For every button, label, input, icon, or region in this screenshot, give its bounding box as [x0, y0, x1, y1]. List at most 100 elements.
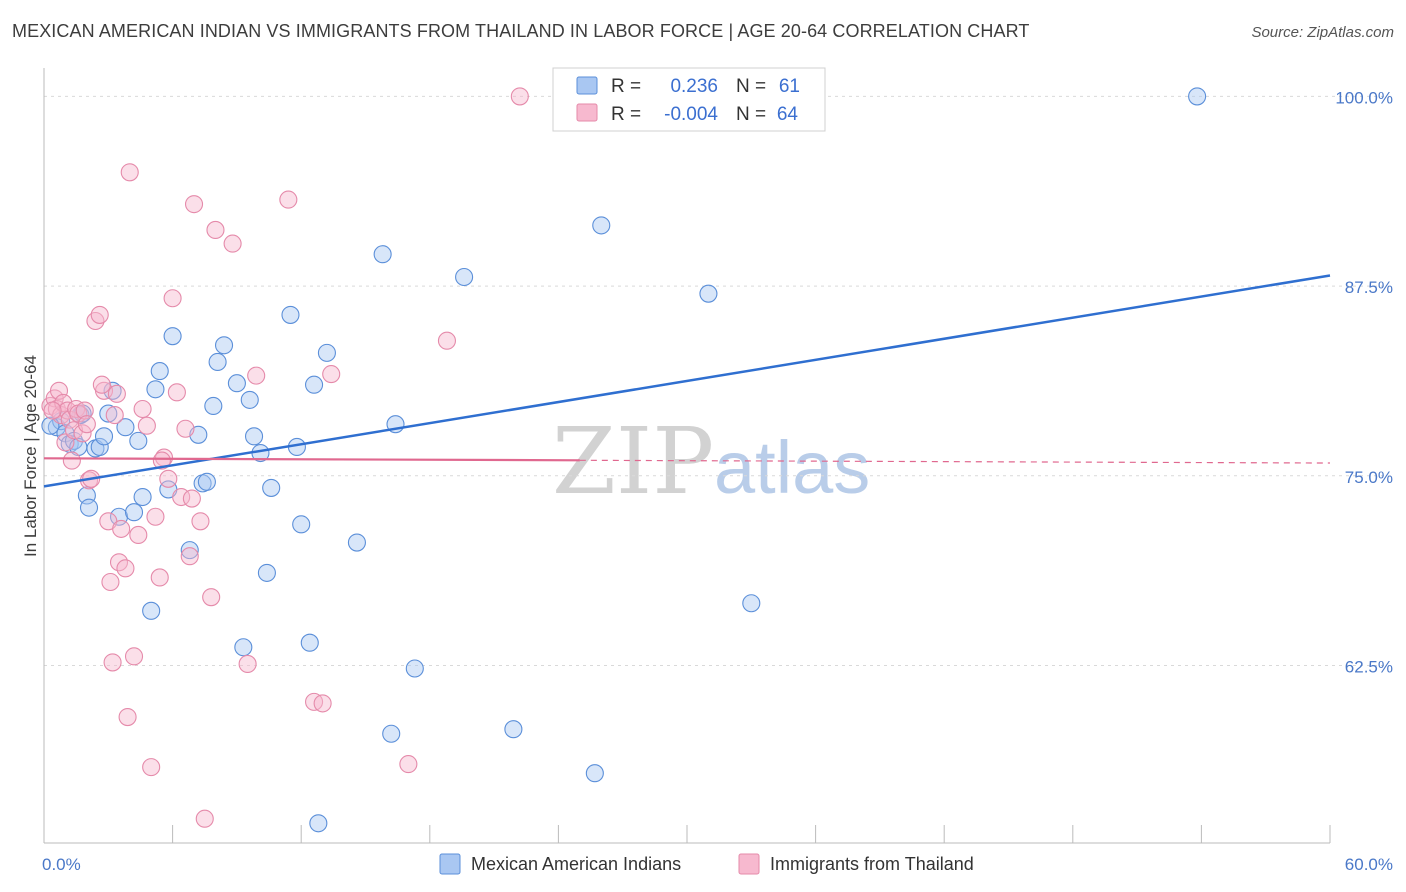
- point-immigrants-thailand: [103, 653, 122, 672]
- point-mexican-american-indians: [309, 814, 328, 833]
- point-immigrants-thailand: [43, 401, 62, 420]
- point-mexican-american-indians: [305, 375, 324, 394]
- point-immigrants-thailand: [118, 708, 137, 727]
- axes: [43, 68, 1331, 844]
- series-legend: Mexican American Indians Immigrants from…: [439, 853, 974, 875]
- point-mexican-american-indians: [234, 638, 253, 657]
- point-immigrants-thailand: [163, 289, 182, 308]
- chart-title: MEXICAN AMERICAN INDIAN VS IMMIGRANTS FR…: [12, 21, 1030, 41]
- point-immigrants-thailand: [180, 547, 199, 566]
- point-immigrants-thailand: [75, 401, 94, 420]
- y-tick-label: 100.0%: [1335, 88, 1393, 107]
- y-tick-labels: 100.0% 87.5% 75.0% 62.5%: [1335, 88, 1393, 676]
- correlation-legend: R = 0.236 N = 61 R = -0.004 N = 64: [552, 67, 826, 132]
- point-immigrants-thailand: [137, 416, 156, 435]
- series-legend-label-blue: Mexican American Indians: [471, 854, 681, 874]
- legend-box: [552, 67, 826, 132]
- point-mexican-american-indians: [79, 498, 99, 517]
- trend-lines: [43, 274, 1331, 488]
- legend-r-label-blue: R =: [611, 76, 641, 97]
- point-immigrants-thailand: [238, 654, 257, 673]
- point-immigrants-thailand: [92, 375, 111, 394]
- point-mexican-american-indians: [257, 563, 276, 582]
- point-mexican-american-indians: [262, 478, 281, 497]
- point-immigrants-thailand: [90, 305, 109, 324]
- point-immigrants-thailand: [146, 507, 165, 526]
- point-immigrants-thailand: [49, 381, 69, 400]
- point-mexican-american-indians: [227, 374, 246, 393]
- point-immigrants-thailand: [313, 694, 332, 713]
- point-immigrants-thailand: [129, 525, 148, 545]
- point-mexican-american-indians: [504, 720, 523, 739]
- point-mexican-american-indians: [373, 245, 392, 264]
- watermark: ZIP atlas: [552, 408, 870, 515]
- point-mexican-american-indians: [317, 343, 336, 362]
- legend-r-value-pink: -0.004: [664, 104, 718, 125]
- point-mexican-american-indians: [94, 427, 114, 446]
- legend-n-value-pink: 64: [777, 104, 799, 125]
- point-mexican-american-indians: [197, 472, 216, 491]
- point-immigrants-thailand: [73, 424, 92, 443]
- point-mexican-american-indians: [405, 659, 424, 678]
- point-immigrants-thailand: [176, 419, 195, 438]
- point-immigrants-thailand: [120, 163, 139, 182]
- point-mexican-american-indians: [133, 487, 152, 507]
- point-mexican-american-indians: [208, 352, 227, 372]
- point-immigrants-thailand: [77, 415, 96, 434]
- point-immigrants-thailand: [116, 559, 135, 578]
- point-mexican-american-indians: [180, 541, 199, 560]
- legend-r-value-blue: 0.236: [670, 76, 718, 97]
- legend-swatch-pink: [576, 103, 598, 122]
- x-tick-max: 60.0%: [1345, 855, 1393, 874]
- point-mexican-american-indians: [300, 633, 319, 652]
- point-immigrants-thailand: [101, 572, 120, 592]
- legend-n-value-blue: 61: [779, 76, 800, 97]
- point-immigrants-thailand: [184, 195, 204, 214]
- point-immigrants-thailand: [247, 366, 266, 385]
- legend-r-label-pink: R =: [611, 104, 641, 125]
- legend-n-label-blue: N =: [736, 76, 766, 97]
- series-legend-label-pink: Immigrants from Thailand: [770, 854, 974, 874]
- point-mexican-american-indians: [99, 404, 118, 423]
- point-immigrants-thailand: [159, 469, 178, 488]
- point-immigrants-thailand: [112, 519, 131, 538]
- point-immigrants-thailand: [182, 489, 201, 508]
- point-immigrants-thailand: [150, 568, 169, 587]
- legend-n-label-pink: N =: [736, 104, 766, 125]
- point-immigrants-thailand: [107, 384, 126, 403]
- watermark-atlas: atlas: [714, 426, 870, 509]
- point-immigrants-thailand: [152, 451, 171, 470]
- point-immigrants-thailand: [62, 451, 81, 470]
- point-mexican-american-indians: [150, 362, 169, 381]
- point-mexican-american-indians: [124, 503, 144, 522]
- watermark-zip: ZIP: [552, 408, 714, 515]
- point-immigrants-thailand: [167, 383, 186, 402]
- point-mexican-american-indians: [281, 305, 300, 324]
- point-mexican-american-indians: [244, 427, 264, 446]
- point-immigrants-thailand: [142, 758, 161, 777]
- point-immigrants-thailand: [206, 220, 225, 240]
- point-mexican-american-indians: [699, 284, 718, 303]
- point-immigrants-thailand: [322, 365, 341, 384]
- point-mexican-american-indians: [585, 764, 604, 783]
- point-mexican-american-indians: [455, 267, 474, 287]
- y-axis-label: In Labor Force | Age 20-64: [21, 355, 40, 557]
- point-mexican-american-indians: [116, 418, 135, 437]
- point-mexican-american-indians: [146, 380, 165, 399]
- y-tick-label: 75.0%: [1345, 468, 1393, 487]
- point-mexican-american-indians: [204, 396, 223, 416]
- point-mexican-american-indians: [163, 327, 182, 346]
- y-tick-label: 62.5%: [1345, 657, 1393, 676]
- point-mexican-american-indians: [129, 431, 148, 450]
- point-mexican-american-indians: [90, 437, 109, 456]
- point-immigrants-thailand: [399, 755, 418, 774]
- point-immigrants-thailand: [191, 512, 210, 531]
- trend-line-immigrants-thailand-extension: [579, 459, 1331, 464]
- point-immigrants-thailand: [133, 399, 152, 419]
- point-mexican-american-indians: [382, 724, 401, 743]
- trend-line-immigrants-thailand: [43, 457, 580, 462]
- point-mexican-american-indians: [347, 533, 366, 552]
- trend-line-mexican-american-indians: [43, 274, 1331, 488]
- source-credit: Source: ZipAtlas.com: [1251, 24, 1394, 41]
- point-immigrants-thailand: [437, 331, 456, 350]
